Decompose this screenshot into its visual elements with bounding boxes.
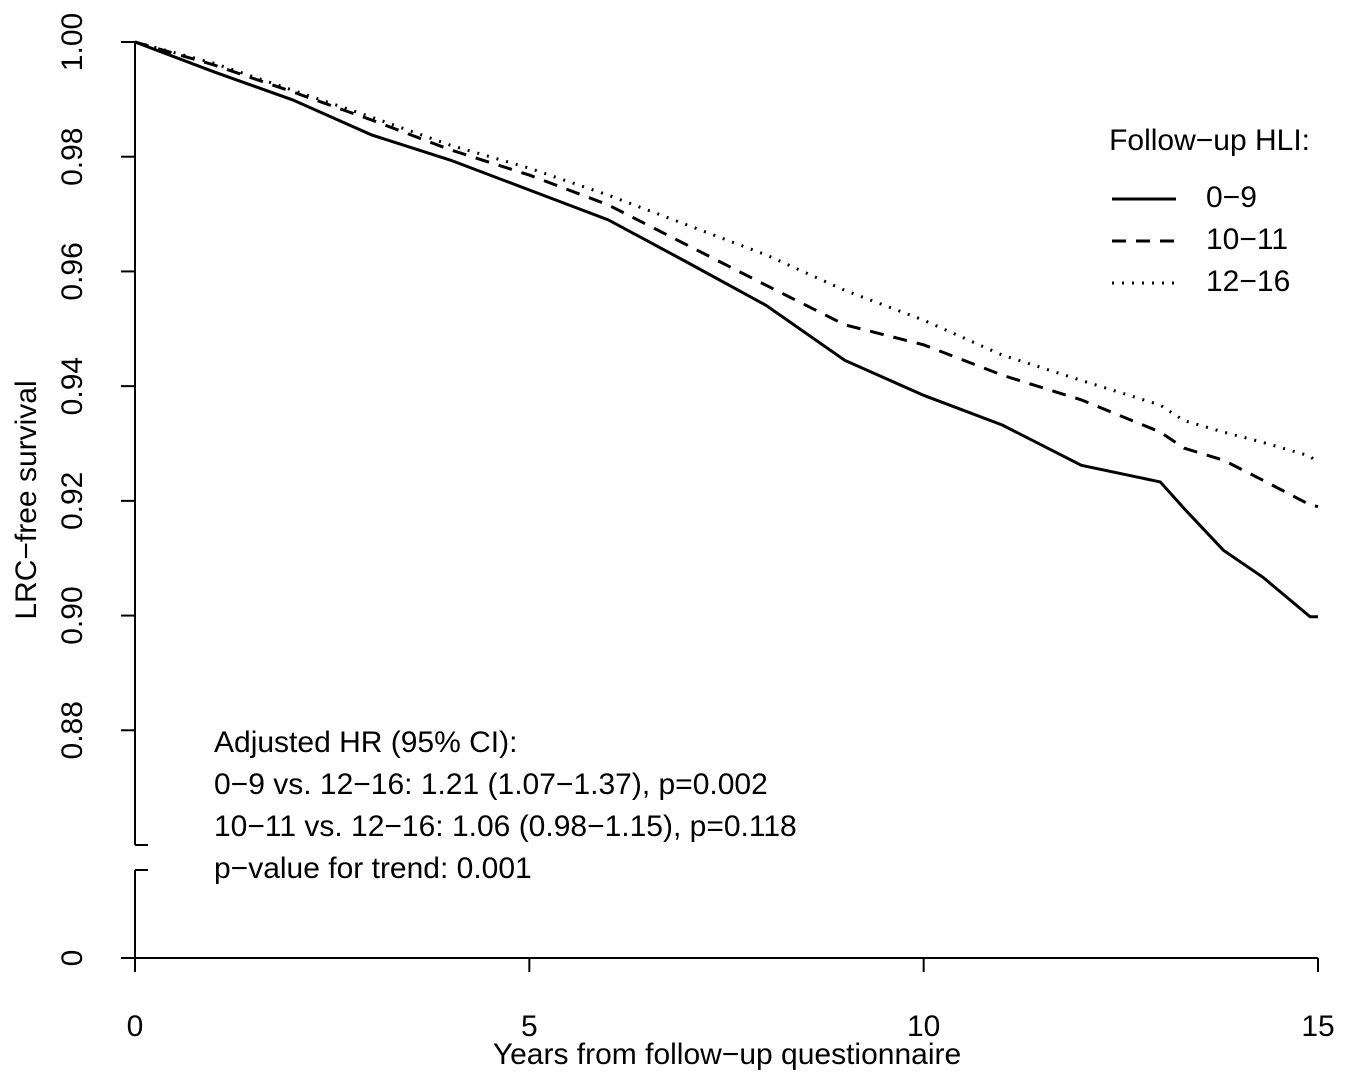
y-tick-label: 0.94 (56, 357, 89, 415)
y-tick-label: 1.00 (56, 13, 89, 71)
x-tick-label: 5 (521, 1010, 538, 1043)
x-tick-label: 0 (127, 1010, 144, 1043)
survival-line (134, 40, 1319, 509)
y-tick-label: 0 (56, 950, 89, 967)
annotation: p−value for trend: 0.001 (214, 852, 532, 885)
annotation: 0−9 vs. 12−16: 1.21 (1.07−1.37), p=0.002 (214, 768, 768, 801)
x-tick-label: 15 (1301, 1010, 1334, 1043)
survival-line (134, 40, 1320, 465)
annotation: Adjusted HR (95% CI): (214, 726, 517, 759)
survival-line (134, 40, 1318, 619)
x-axis-label: Years from follow−up questionnaire (493, 1038, 961, 1071)
y-tick-label: 0.96 (56, 242, 89, 300)
x-tick-label: 10 (907, 1010, 940, 1043)
legend-label: 0−9 (1206, 181, 1257, 214)
annotation: 10−11 vs. 12−16: 1.06 (0.98−1.15), p=0.1… (214, 810, 797, 843)
y-tick-label: 0.92 (56, 472, 89, 530)
legend-label: 12−16 (1206, 265, 1290, 298)
legend-title: Follow−up HLI: (1109, 124, 1310, 157)
y-axis-label: LRC−free survival (10, 380, 43, 619)
legend-label: 10−11 (1206, 223, 1288, 256)
y-tick-label: 0.98 (56, 128, 89, 186)
y-tick-label: 0.88 (56, 701, 89, 759)
y-tick-label: 0.90 (56, 586, 89, 644)
